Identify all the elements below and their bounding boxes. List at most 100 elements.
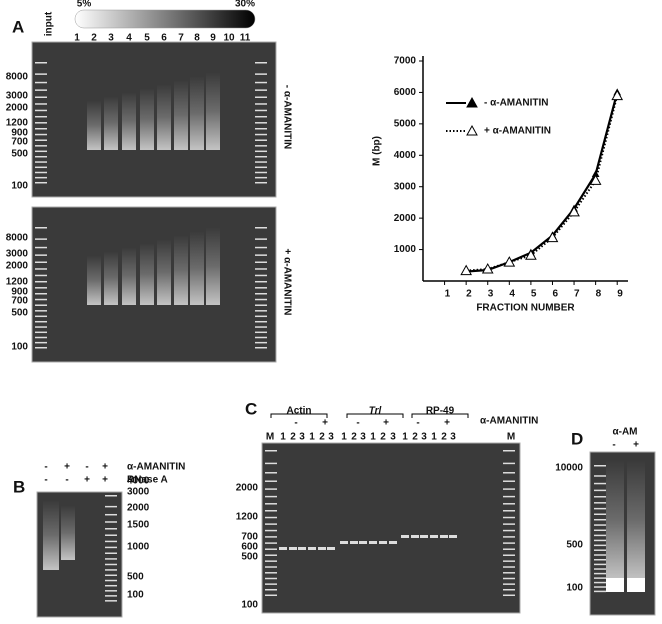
label: Trl <box>369 406 382 417</box>
x-tick-label: 4 <box>509 289 515 300</box>
ladder-band <box>35 115 47 118</box>
label: 2 <box>319 432 325 443</box>
marker <box>503 256 516 267</box>
ladder-band <box>35 73 47 75</box>
marker <box>568 205 580 217</box>
band <box>289 547 297 550</box>
label: + <box>444 418 450 429</box>
ladder-band <box>35 246 47 249</box>
label: 100 <box>11 342 28 353</box>
ladder-band <box>255 341 267 344</box>
ladder-band <box>35 62 47 64</box>
label: 4000 <box>127 476 150 487</box>
ladder-band <box>105 579 117 582</box>
band <box>401 535 409 538</box>
label: 1 <box>280 432 286 443</box>
smear <box>122 247 136 305</box>
ladder-band <box>105 540 117 543</box>
ladder-band <box>255 166 267 169</box>
ladder-band <box>265 560 277 562</box>
ladder-band <box>265 572 277 574</box>
label: 1 <box>341 432 347 443</box>
label: 8000 <box>6 233 29 244</box>
ladder-band <box>35 274 47 277</box>
ladder-band <box>105 569 117 571</box>
label: + <box>102 475 108 486</box>
band <box>350 541 358 544</box>
ladder-band <box>255 268 267 270</box>
ladder-band <box>255 292 267 295</box>
ladder-band <box>35 336 47 339</box>
label: - <box>416 418 419 429</box>
ladder-band <box>35 304 47 306</box>
ladder-band <box>265 588 277 591</box>
ladder-band <box>105 546 117 549</box>
ladder-band <box>255 261 267 263</box>
ladder-band <box>255 109 267 112</box>
ladder-band <box>105 574 117 577</box>
ladder-band <box>255 346 267 349</box>
ladder-band <box>265 472 277 474</box>
band <box>440 535 448 538</box>
ladder-band <box>503 510 515 512</box>
ladder-band <box>35 254 47 256</box>
ladder-band <box>503 450 515 452</box>
ladder-band <box>255 227 267 229</box>
band <box>379 541 387 544</box>
label: 900 <box>11 128 28 139</box>
ladder-band <box>35 298 47 301</box>
ladder-band <box>105 528 117 530</box>
ladder-band <box>255 145 267 147</box>
ladder-band <box>35 161 47 163</box>
label: 1200 <box>6 118 29 129</box>
marker <box>546 231 559 243</box>
y-tick-label: 1000 <box>394 244 417 255</box>
band <box>606 578 624 592</box>
label: 700 <box>11 296 28 307</box>
ladder-band <box>503 536 515 538</box>
ladder-band <box>265 523 277 525</box>
label: 3 <box>390 432 396 443</box>
bracket <box>270 413 328 418</box>
label: RP-49 <box>426 406 455 417</box>
ladder-band <box>255 115 267 118</box>
smear <box>206 72 220 150</box>
label: 900 <box>11 287 28 298</box>
ladder-band <box>594 507 606 510</box>
label: Actin <box>287 406 312 417</box>
ladder-band <box>255 326 267 328</box>
marker <box>611 89 624 101</box>
ladder-band <box>503 572 515 574</box>
ladder-band <box>255 280 267 283</box>
x-tick-label: 1 <box>445 289 451 300</box>
x-tick-label: 9 <box>617 289 623 300</box>
y-tick-label: 3000 <box>394 181 417 192</box>
band <box>308 547 316 550</box>
label: 2000 <box>6 261 29 272</box>
marker <box>589 174 602 185</box>
ladder-band <box>35 133 47 136</box>
label: B <box>13 477 25 496</box>
ladder-band <box>105 534 117 536</box>
label: + α-AMANITIN <box>484 126 551 137</box>
label: 10000 <box>555 463 583 474</box>
label: - <box>44 462 47 473</box>
ladder-band <box>105 563 117 566</box>
label: 9 <box>210 33 216 44</box>
label: + <box>322 418 328 429</box>
ladder-band <box>35 127 47 130</box>
label: + <box>84 475 90 486</box>
ladder-band <box>255 181 267 184</box>
ladder-band <box>265 577 277 580</box>
gradient-bar <box>74 9 256 29</box>
y-tick-label: 2000 <box>394 213 417 224</box>
label: 3000 <box>6 249 29 260</box>
ladder-band <box>35 310 47 312</box>
x-tick-label: 7 <box>574 289 580 300</box>
label: 2 <box>412 432 418 443</box>
label: 3 <box>360 432 366 443</box>
label: + <box>64 462 70 473</box>
label: 1200 <box>6 277 29 288</box>
